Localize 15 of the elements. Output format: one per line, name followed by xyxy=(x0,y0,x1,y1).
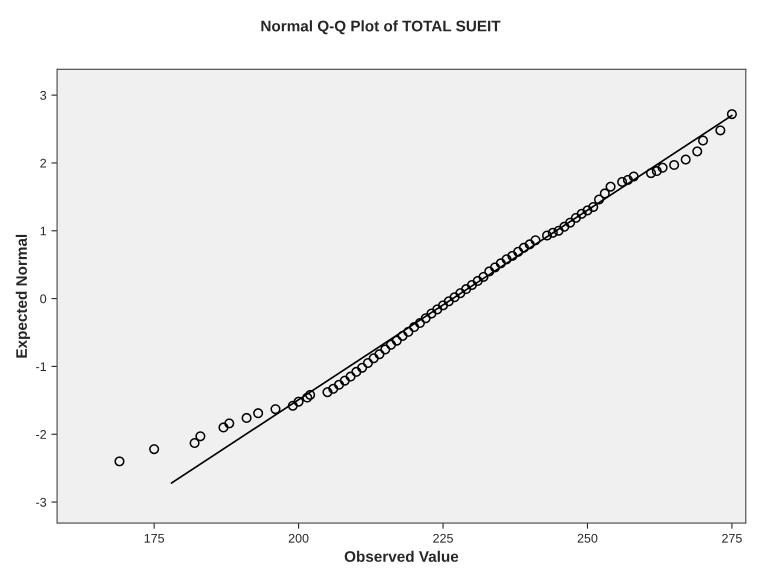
y-tick-label: -1 xyxy=(36,362,46,371)
y-tick-label: -2 xyxy=(36,430,46,439)
chart-title: Normal Q-Q Plot of TOTAL SUEIT xyxy=(261,20,500,34)
x-tick-label: 225 xyxy=(433,534,453,543)
y-tick-label: 3 xyxy=(40,90,46,100)
y-tick-label: 1 xyxy=(40,226,46,236)
x-tick-label: 250 xyxy=(578,534,598,543)
x-axis-title: Observed Value xyxy=(344,550,458,562)
x-tick-label: 275 xyxy=(722,534,742,543)
y-tick-label: 2 xyxy=(40,158,46,168)
x-tick-label: 200 xyxy=(288,534,309,543)
y-axis-title: Expected Normal xyxy=(16,234,30,358)
x-tick-label: 175 xyxy=(144,534,164,543)
y-tick-label: -3 xyxy=(36,498,46,507)
y-tick-label: 0 xyxy=(40,294,46,304)
